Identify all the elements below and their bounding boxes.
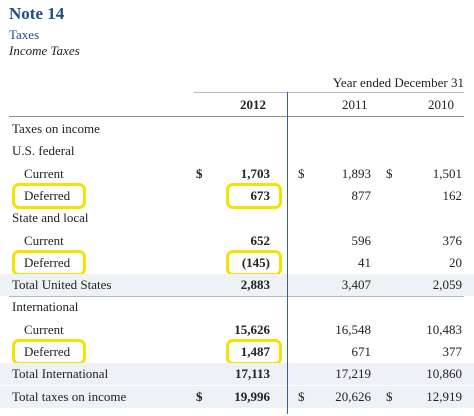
note-subtitle: Taxes [9,27,40,42]
table-row: State and local [0,207,474,229]
highlight-box-value [226,339,282,365]
current-year-column-divider [287,92,288,414]
row-label: U.S. federal [12,143,75,159]
value-2010: 1,501 [432,165,462,181]
row-label: State and local [12,210,89,226]
note-title: Note 14 [9,4,65,23]
table-row: Deferred 1,487 671 377 [0,341,474,363]
period-header: Year ended December 31 [332,75,464,90]
period-header-rule [194,92,464,93]
table-row: International [0,296,474,318]
currency-symbol: $ [298,165,305,181]
table-row: Total taxes on income $19,996 $20,626 $12,9… [0,385,474,408]
value-2011: 17,219 [335,366,371,382]
currency-symbol: $ [386,165,393,181]
highlight-box-value [226,249,282,276]
row-label: Current [24,165,64,181]
table-row: Deferred (145) 41 20 [0,252,474,274]
value-2010: 376 [442,232,463,248]
value-2012: 652 [250,232,271,248]
value-2012: 15,626 [234,321,270,337]
year-header-2012: 2012 [240,97,266,112]
table-row: Current 15,626 16,548 10,483 [0,319,474,341]
row-label: Deferred [24,344,71,359]
highlight-box-label [12,339,86,365]
year-header-2011: 2011 [342,97,368,112]
value-2012: 17,113 [234,366,270,382]
value-2011: 3,407 [341,277,371,293]
value-2012: 1,703 [240,165,270,181]
value-2010: 377 [442,344,463,359]
value-2010: 2,059 [432,277,462,293]
table-row: Taxes on income [0,118,474,140]
year-header-2010: 2010 [428,97,454,112]
value-2011: 20,626 [335,388,371,404]
value-2010: 12,919 [426,388,462,404]
currency-symbol: $ [386,388,393,404]
value-2010: 10,860 [426,366,462,382]
value-2011: 596 [351,232,372,248]
subtotal-rule [9,296,464,298]
table-row: Deferred 673 877 162 [0,185,474,207]
highlight-box-label [12,249,86,276]
row-label: Total taxes on income [12,388,127,404]
row-label: Deferred [24,254,71,270]
value-2010: 162 [442,187,463,203]
row-label: International [12,299,79,315]
value-2012: (145) [241,254,270,270]
table-row: Current 652 596 376 [0,230,474,252]
row-label: Current [24,321,64,337]
value-2011: 1,893 [341,165,371,181]
row-label: Total International [12,366,109,382]
table-row: U.S. federal [0,140,474,162]
value-2011: 41 [358,254,371,270]
note-section: Income Taxes [9,43,80,58]
row-label: Taxes on income [12,121,100,136]
value-2012: 673 [250,187,271,203]
row-label: Total United States [12,277,112,293]
table-row: Total International 17,113 17,219 10,860 [0,363,474,386]
table-row: Current $1,703 $1,893 $1,501 [0,163,474,185]
value-2012: 19,996 [234,388,270,404]
value-2011: 877 [351,187,372,203]
currency-symbol: $ [196,165,203,181]
highlight-box-value [226,182,282,209]
header-bottom-rule [9,116,464,117]
value-2011: 16,548 [335,321,371,337]
row-label: Deferred [24,187,71,203]
row-label: Current [24,232,64,248]
value-2011: 671 [351,344,372,359]
value-2012: 1,487 [240,344,270,359]
value-2010: 10,483 [426,321,462,337]
currency-symbol: $ [298,388,305,404]
table-row: Total United States 2,883 3,407 2,059 [0,274,474,297]
value-2010: 20 [449,254,462,270]
highlight-box-label [12,182,86,209]
value-2012: 2,883 [240,277,270,293]
currency-symbol: $ [196,388,203,404]
